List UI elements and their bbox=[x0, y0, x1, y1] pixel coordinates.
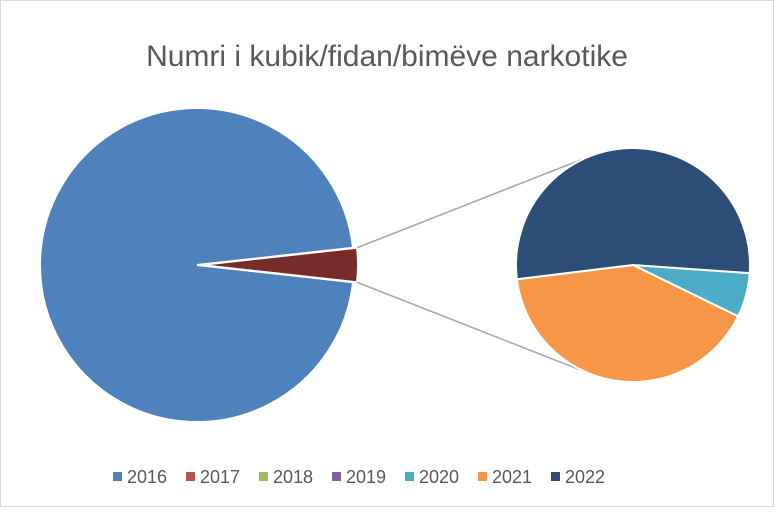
pie-slice bbox=[39, 107, 355, 423]
legend-marker bbox=[259, 472, 268, 481]
legend-label: 2020 bbox=[419, 467, 459, 487]
chart-title: Numri i kubik/fidan/bimëve narkotike bbox=[146, 40, 628, 73]
legend-label: 2021 bbox=[492, 467, 532, 487]
legend-marker bbox=[405, 472, 414, 481]
legend-label: 2017 bbox=[200, 467, 240, 487]
legend-marker bbox=[186, 472, 195, 481]
legend-marker bbox=[332, 472, 341, 481]
connector-line bbox=[356, 281, 590, 375]
legend-label: 2019 bbox=[346, 467, 386, 487]
pie-slice bbox=[515, 147, 751, 281]
legend-marker bbox=[478, 472, 487, 481]
pie-slice bbox=[515, 263, 740, 383]
legend-label: 2016 bbox=[127, 467, 167, 487]
legend-marker bbox=[113, 472, 122, 481]
other-slice bbox=[200, 246, 360, 284]
legend-marker bbox=[551, 472, 560, 481]
legend-label: 2018 bbox=[273, 467, 313, 487]
legend-label: 2022 bbox=[565, 467, 605, 487]
connector-line bbox=[356, 155, 590, 249]
